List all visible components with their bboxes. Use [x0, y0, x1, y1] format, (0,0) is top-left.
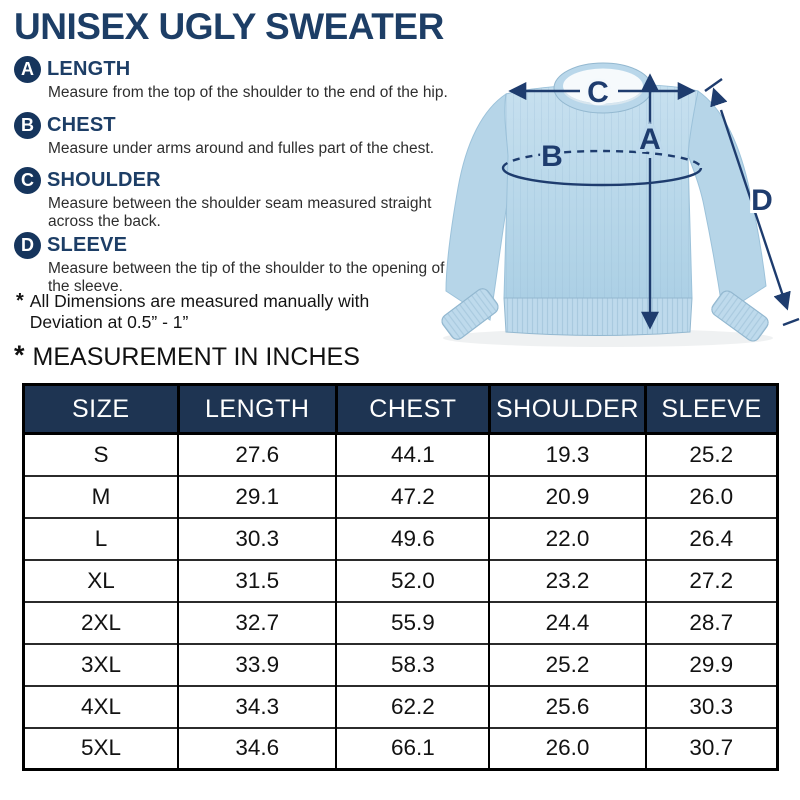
- value-cell: 47.2: [335, 474, 491, 518]
- size-cell: S: [22, 433, 180, 476]
- value-cell: 62.2: [335, 684, 491, 728]
- diagram-label-b: B: [541, 140, 563, 173]
- diagram-label-d: D: [751, 184, 773, 217]
- value-cell: 27.2: [644, 558, 779, 602]
- letter-badge-d: D: [14, 232, 41, 259]
- value-cell: 31.5: [177, 558, 338, 602]
- column-header: SIZE: [22, 384, 180, 435]
- column-header: CHEST: [334, 384, 491, 435]
- value-cell: 58.3: [335, 642, 491, 686]
- value-cell: 52.0: [335, 558, 491, 602]
- value-cell: 28.7: [644, 600, 779, 644]
- table-row: 4XL 34.3 62.2 25.6 30.3: [22, 684, 779, 728]
- table-row: 2XL 32.7 55.9 24.4 28.7: [22, 600, 779, 644]
- value-cell: 19.3: [488, 433, 647, 476]
- section-description-length: Measure from the top of the shoulder to …: [48, 84, 448, 101]
- value-cell: 34.6: [177, 726, 338, 770]
- letter-badge-b: B: [14, 112, 41, 139]
- value-cell: 30.3: [177, 516, 338, 560]
- section-description-shoulder: Measure between the shoulder seam measur…: [48, 195, 432, 230]
- measure-section-length: A LENGTH Measure from the top of the sho…: [14, 56, 454, 102]
- measure-section-sleeve: D SLEEVE Measure between the tip of the …: [14, 232, 454, 296]
- sweater-hem: [503, 297, 693, 336]
- section-description-chest: Measure under arms around and fulles par…: [48, 140, 434, 157]
- measure-section-chest: B CHEST Measure under arms around and fu…: [14, 112, 454, 158]
- measurement-heading-text: MEASUREMENT IN INCHES: [32, 343, 360, 371]
- diagram-label-a: A: [639, 123, 661, 156]
- note-line-2: Deviation at 0.5” - 1”: [29, 312, 189, 332]
- letter-badge-a: A: [14, 56, 41, 83]
- table-row: S 27.6 44.1 19.3 25.2: [22, 433, 779, 476]
- page-title: UNISEX UGLY SWEATER: [14, 6, 444, 47]
- size-cell: 3XL: [22, 642, 180, 686]
- table-row: M 29.1 47.2 20.9 26.0: [22, 474, 779, 518]
- value-cell: 27.6: [177, 433, 338, 476]
- value-cell: 30.3: [644, 684, 779, 728]
- size-table: SIZE LENGTH CHEST SHOULDER SLEEVE S 27.6 44.1 1…: [22, 383, 779, 771]
- value-cell: 66.1: [335, 726, 491, 770]
- measure-arrows: [501, 73, 800, 330]
- asterisk: *: [14, 340, 25, 370]
- size-cell: M: [22, 474, 180, 518]
- sweater-diagram: C A B D: [441, 62, 800, 347]
- value-cell: 23.2: [488, 558, 647, 602]
- size-cell: XL: [22, 558, 180, 602]
- section-description-sleeve: Measure between the tip of the shoulder …: [48, 260, 445, 295]
- asterisk: *: [16, 290, 24, 312]
- value-cell: 26.4: [644, 516, 779, 560]
- size-table-wrap: SIZE LENGTH CHEST SHOULDER SLEEVE S 27.6 44.1 1…: [22, 383, 779, 771]
- size-table-body: S 27.6 44.1 19.3 25.2 M 29.1 47.2 20.9 26.0 L 30.3 4…: [22, 433, 779, 770]
- letter-badge-c: C: [14, 167, 41, 194]
- measurement-heading: * MEASUREMENT IN INCHES: [14, 340, 360, 372]
- value-cell: 29.9: [644, 642, 779, 686]
- value-cell: 33.9: [177, 642, 338, 686]
- section-label-sleeve: SLEEVE: [47, 234, 128, 256]
- section-label-length: LENGTH: [47, 58, 131, 80]
- column-header: SLEEVE: [644, 384, 779, 435]
- value-cell: 25.2: [644, 433, 779, 476]
- value-cell: 44.1: [335, 433, 491, 476]
- size-cell: 5XL: [22, 726, 180, 770]
- sweater-collar: [553, 62, 653, 114]
- value-cell: 20.9: [488, 474, 647, 518]
- section-label-chest: CHEST: [47, 114, 116, 136]
- value-cell: 24.4: [488, 600, 647, 644]
- dimensions-note: * All Dimensions are measured manually w…: [16, 291, 369, 333]
- measure-section-shoulder: C SHOULDER Measure between the shoulder …: [14, 167, 454, 231]
- table-row: 5XL 34.6 66.1 26.0 30.7: [22, 726, 779, 770]
- value-cell: 25.6: [488, 684, 647, 728]
- value-cell: 32.7: [177, 600, 338, 644]
- size-cell: L: [22, 516, 180, 560]
- size-cell: 4XL: [22, 684, 180, 728]
- size-cell: 2XL: [22, 600, 180, 644]
- table-row: L 30.3 49.6 22.0 26.4: [22, 516, 779, 560]
- value-cell: 30.7: [644, 726, 779, 770]
- value-cell: 22.0: [488, 516, 647, 560]
- diagram-label-c: C: [587, 76, 609, 109]
- table-row: 3XL 33.9 58.3 25.2 29.9: [22, 642, 779, 686]
- value-cell: 49.6: [335, 516, 491, 560]
- value-cell: 25.2: [488, 642, 647, 686]
- column-header: LENGTH: [176, 384, 338, 435]
- value-cell: 26.0: [488, 726, 647, 770]
- column-header: SHOULDER: [487, 384, 648, 435]
- value-cell: 29.1: [177, 474, 338, 518]
- table-row: XL 31.5 52.0 23.2 27.2: [22, 558, 779, 602]
- note-line-1: All Dimensions are measured manually wit…: [29, 291, 370, 311]
- value-cell: 55.9: [335, 600, 491, 644]
- value-cell: 26.0: [644, 474, 779, 518]
- value-cell: 34.3: [177, 684, 338, 728]
- sweater-body: [503, 83, 699, 299]
- table-header-row: SIZE LENGTH CHEST SHOULDER SLEEVE: [22, 384, 779, 435]
- sweater-cuffs: [441, 288, 769, 342]
- section-label-shoulder: SHOULDER: [47, 169, 161, 191]
